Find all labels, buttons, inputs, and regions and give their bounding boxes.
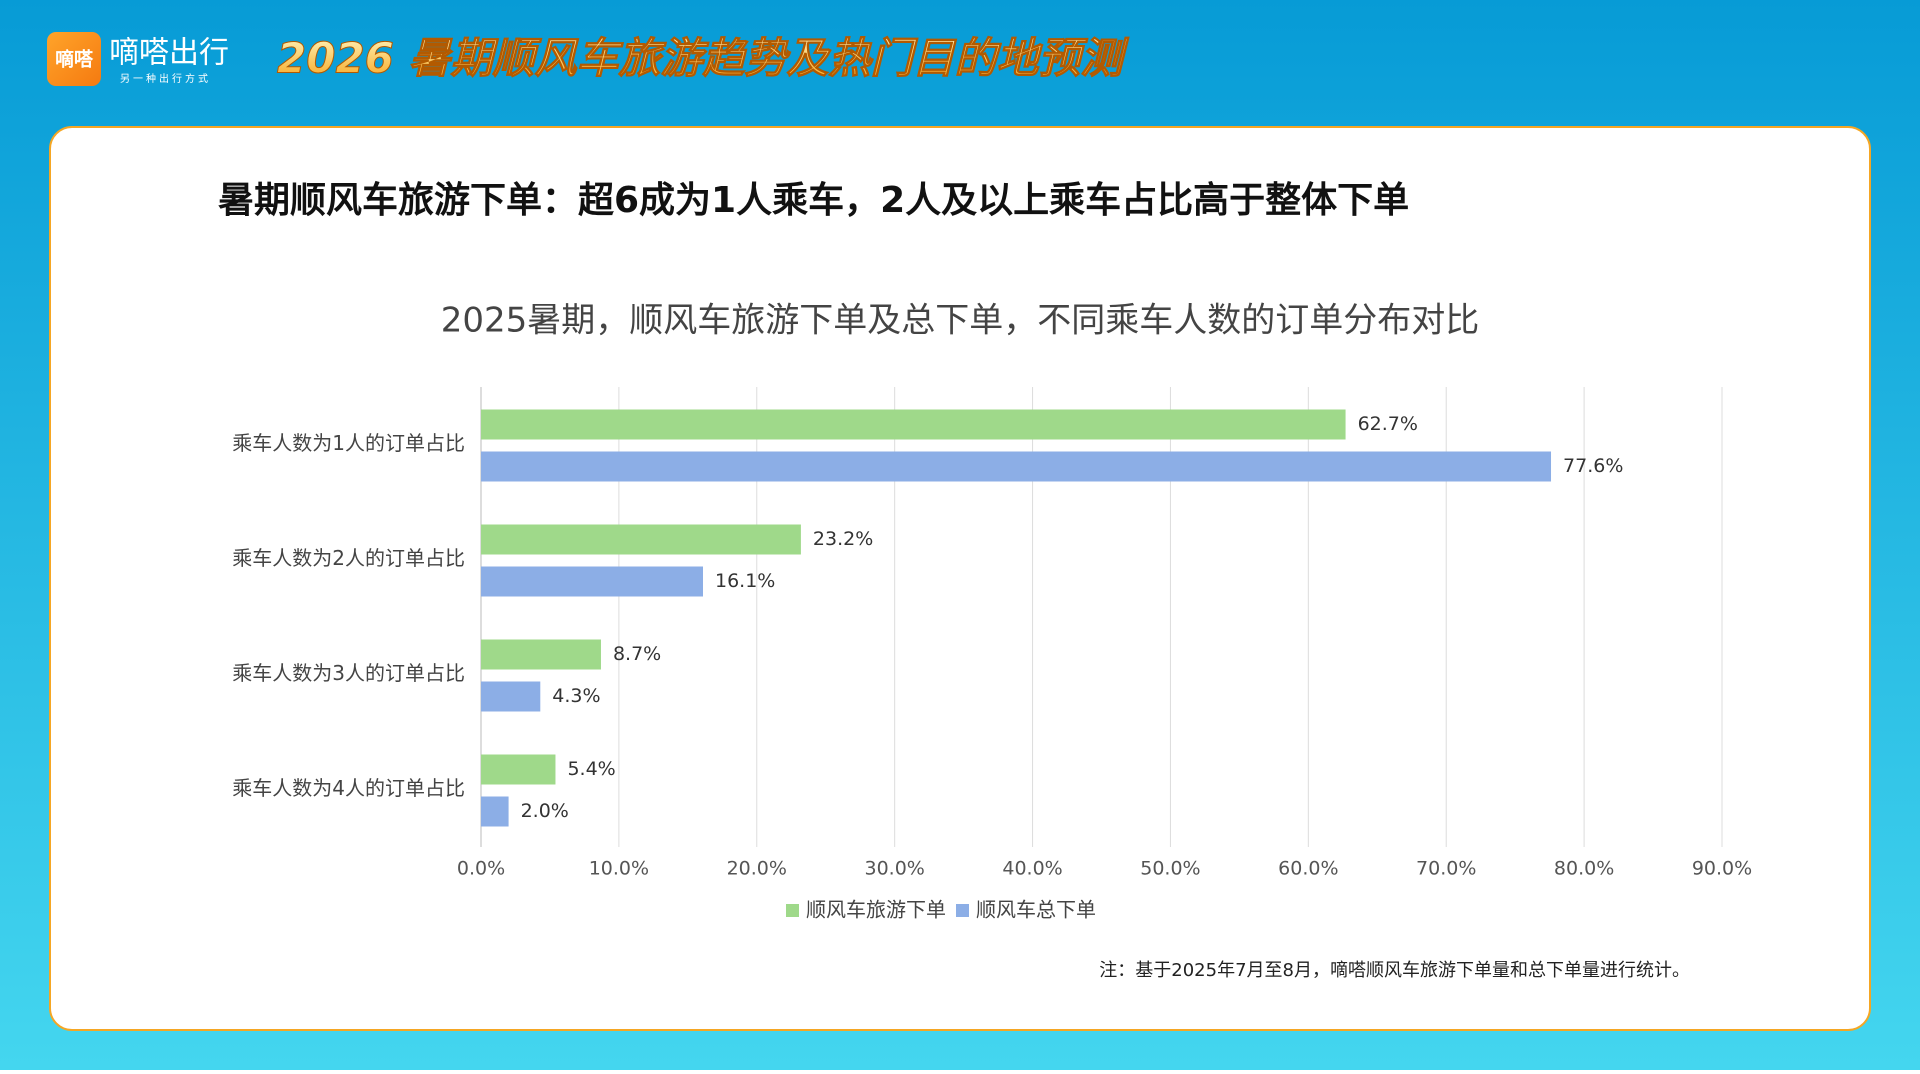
logo-text: 嘀嗒: [55, 48, 94, 71]
data-label: 4.3%: [552, 685, 600, 707]
x-tick-label: 0.0%: [457, 858, 505, 880]
y-tick-label: 乘车人数为3人的订单占比: [232, 661, 465, 685]
legend-swatch: [956, 904, 969, 917]
data-label: 62.7%: [1358, 413, 1418, 435]
data-label: 8.7%: [613, 643, 661, 665]
bar: [481, 639, 601, 670]
x-tick-label: 30.0%: [864, 858, 924, 880]
note: 注：基于2025年7月至8月，嘀嗒顺风车旅游下单量和总下单量进行统计。: [1099, 960, 1690, 981]
bar: [481, 796, 509, 827]
bar: [481, 451, 1552, 482]
legend-label: 顺风车总下单: [976, 898, 1096, 922]
x-tick-label: 10.0%: [589, 858, 649, 880]
data-label: 23.2%: [813, 528, 873, 550]
bar: [481, 409, 1346, 440]
x-tick-label: 80.0%: [1554, 858, 1614, 880]
x-tick-label: 20.0%: [727, 858, 787, 880]
y-tick-label: 乘车人数为2人的订单占比: [232, 546, 465, 570]
data-label: 16.1%: [715, 570, 775, 592]
x-tick-label: 50.0%: [1140, 858, 1200, 880]
slogan: 另一种出行方式: [120, 72, 211, 85]
bar: [481, 681, 541, 712]
x-tick-label: 90.0%: [1692, 858, 1752, 880]
headline: 暑期顺风车旅游下单：超6成为1人乘车，2人及以上乘车占比高于整体下单: [218, 180, 1409, 221]
chart: 0.0% 10.0% 20.0% 30.0% 40.0% 50.0% 60.0% 70.0% 8…: [232, 387, 1752, 922]
y-tick-label: 乘车人数为4人的订单占比: [232, 776, 465, 800]
chart-title: 2025暑期，顺风车旅游下单及总下单，不同乘车人数的订单分布对比: [441, 301, 1480, 341]
page-title: 2026 暑期顺风车旅游趋势及热门目的地预测: [277, 34, 1130, 83]
bar: [481, 566, 704, 597]
bar: [481, 524, 801, 555]
card: [49, 126, 1871, 1031]
x-tick-label: 70.0%: [1416, 858, 1476, 880]
x-tick-label: 60.0%: [1278, 858, 1338, 880]
data-label: 77.6%: [1563, 455, 1623, 477]
legend-swatch: [786, 904, 799, 917]
x-tick-label: 40.0%: [1002, 858, 1062, 880]
legend-label: 顺风车旅游下单: [806, 898, 946, 922]
bar: [481, 754, 556, 785]
data-label: 2.0%: [521, 800, 569, 822]
data-label: 5.4%: [567, 758, 615, 780]
y-tick-label: 乘车人数为1人的订单占比: [232, 431, 465, 455]
brand: 嘀嗒出行: [109, 36, 229, 71]
logo-box: [47, 32, 101, 86]
